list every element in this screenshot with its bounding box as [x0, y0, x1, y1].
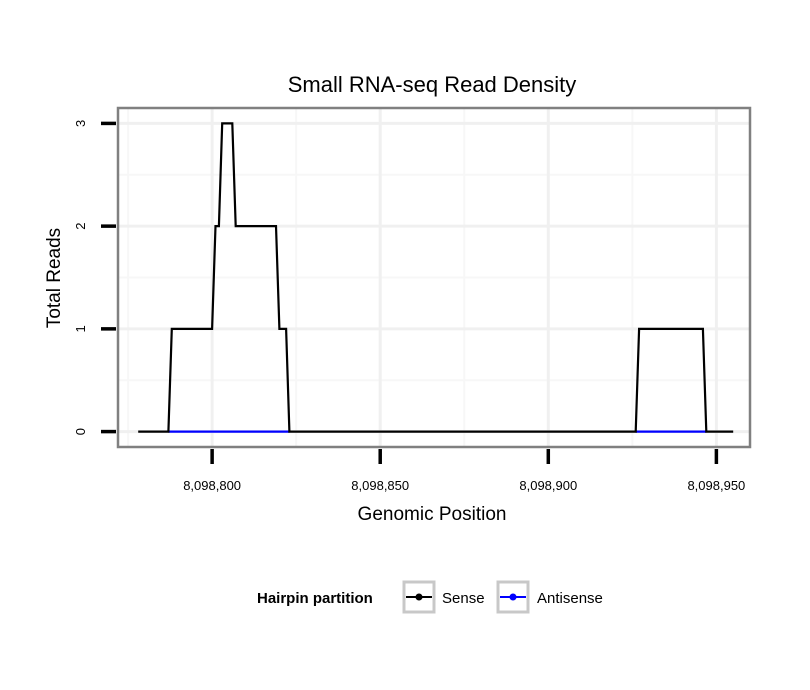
x-tick-label: 8,098,850: [351, 478, 409, 493]
plot-border: [116, 106, 752, 449]
legend-label-sense: Sense: [442, 590, 485, 607]
legend-item-antisense: Antisense: [496, 580, 603, 614]
legend-key-antisense-dot: [509, 593, 517, 601]
y-tick-label: 0: [73, 428, 88, 435]
legend: Hairpin partition Sense Antisense: [257, 580, 603, 614]
legend-item-sense: Sense: [402, 580, 485, 614]
series-layer: [138, 122, 734, 433]
legend-label-antisense: Antisense: [537, 590, 603, 607]
y-tick-label: 1: [73, 325, 88, 332]
minor-grid: [118, 108, 750, 447]
x-tick-label: 8,098,950: [687, 478, 745, 493]
y-tick-label: 3: [73, 120, 88, 127]
x-tick-label: 8,098,900: [519, 478, 577, 493]
x-axis-title: Genomic Position: [358, 504, 507, 525]
x-tick-label: 8,098,800: [183, 478, 241, 493]
y-axis-title: Total Reads: [44, 228, 65, 328]
x-axis-ticks: 8,098,800 8,098,850 8,098,900 8,098,950: [183, 449, 745, 493]
y-axis-ticks: 0 1 2 3: [73, 120, 116, 435]
legend-key-sense-dot: [415, 593, 423, 601]
y-tick-label: 2: [73, 223, 88, 230]
legend-title: Hairpin partition: [257, 590, 373, 607]
series-sense-line: [138, 122, 734, 433]
chart-title: Small RNA-seq Read Density: [288, 72, 577, 97]
